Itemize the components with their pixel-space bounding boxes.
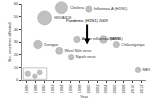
svg-text:Year: Year xyxy=(80,94,89,99)
svg-text:2002: 2002 xyxy=(95,84,100,94)
svg-text:60: 60 xyxy=(14,1,19,6)
svg-text:40: 40 xyxy=(14,27,19,32)
svg-text:2008: 2008 xyxy=(121,84,126,94)
svg-text:1994: 1994 xyxy=(59,84,64,94)
svg-text:1986: 1986 xyxy=(24,84,29,94)
svg-text:1988: 1988 xyxy=(33,84,38,94)
svg-text:No. countries affected: No. countries affected xyxy=(7,23,12,62)
svg-text:Nipah virus: Nipah virus xyxy=(76,54,96,59)
svg-text:Avian influenza (H5N1): Avian influenza (H5N1) xyxy=(82,36,124,41)
svg-text:30: 30 xyxy=(14,39,19,44)
svg-text:Cholera: Cholera xyxy=(70,5,85,10)
svg-text:1990: 1990 xyxy=(41,84,46,94)
svg-text:50: 50 xyxy=(14,14,19,19)
svg-text:1998: 1998 xyxy=(77,84,82,94)
svg-text:2012: 2012 xyxy=(139,84,144,94)
svg-text:West Nile virus: West Nile virus xyxy=(65,48,92,53)
svg-text:SARS: SARS xyxy=(109,36,120,41)
svg-text:2004: 2004 xyxy=(103,84,108,94)
svg-text:Pandemic (H1N1) 2009: Pandemic (H1N1) 2009 xyxy=(66,18,109,23)
svg-text:Dengue: Dengue xyxy=(44,42,59,47)
svg-text:0: 0 xyxy=(16,77,19,82)
svg-text:1996: 1996 xyxy=(68,84,73,94)
svg-text:20: 20 xyxy=(14,52,19,57)
svg-text:Influenza A (H1N1): Influenza A (H1N1) xyxy=(94,6,128,11)
svg-text:Chikungunya: Chikungunya xyxy=(121,42,145,47)
svg-text:10: 10 xyxy=(14,65,19,70)
svg-text:2006: 2006 xyxy=(112,84,117,94)
svg-text:2010: 2010 xyxy=(130,84,135,94)
svg-text:2000: 2000 xyxy=(86,84,91,94)
svg-text:1992: 1992 xyxy=(50,84,55,94)
svg-text:MERS: MERS xyxy=(142,67,150,72)
svg-text:HIV/AIDS: HIV/AIDS xyxy=(54,15,71,20)
